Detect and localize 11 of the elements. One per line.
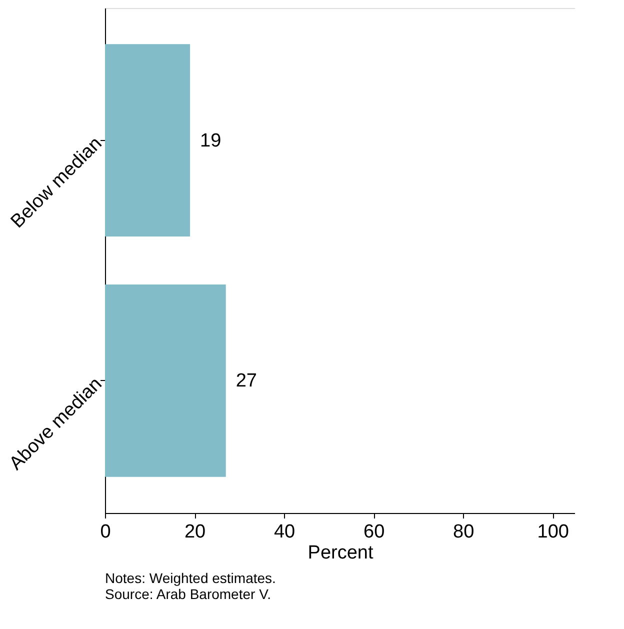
x-tick-label: 40 xyxy=(274,522,296,542)
x-tick-label: 0 xyxy=(100,522,111,542)
source-note: Source: Arab Barometer V. xyxy=(105,586,272,602)
data-label: 19 xyxy=(200,130,222,152)
x-tick-label: 100 xyxy=(537,522,569,542)
x-tick-label: 80 xyxy=(453,522,474,542)
text: Notes: Weighted estimates. xyxy=(105,570,276,586)
x-tick-label: 20 xyxy=(184,522,206,542)
x-axis-title: Percent xyxy=(308,542,374,564)
data-label: 27 xyxy=(236,370,257,392)
x-tick-label: 60 xyxy=(364,522,385,542)
